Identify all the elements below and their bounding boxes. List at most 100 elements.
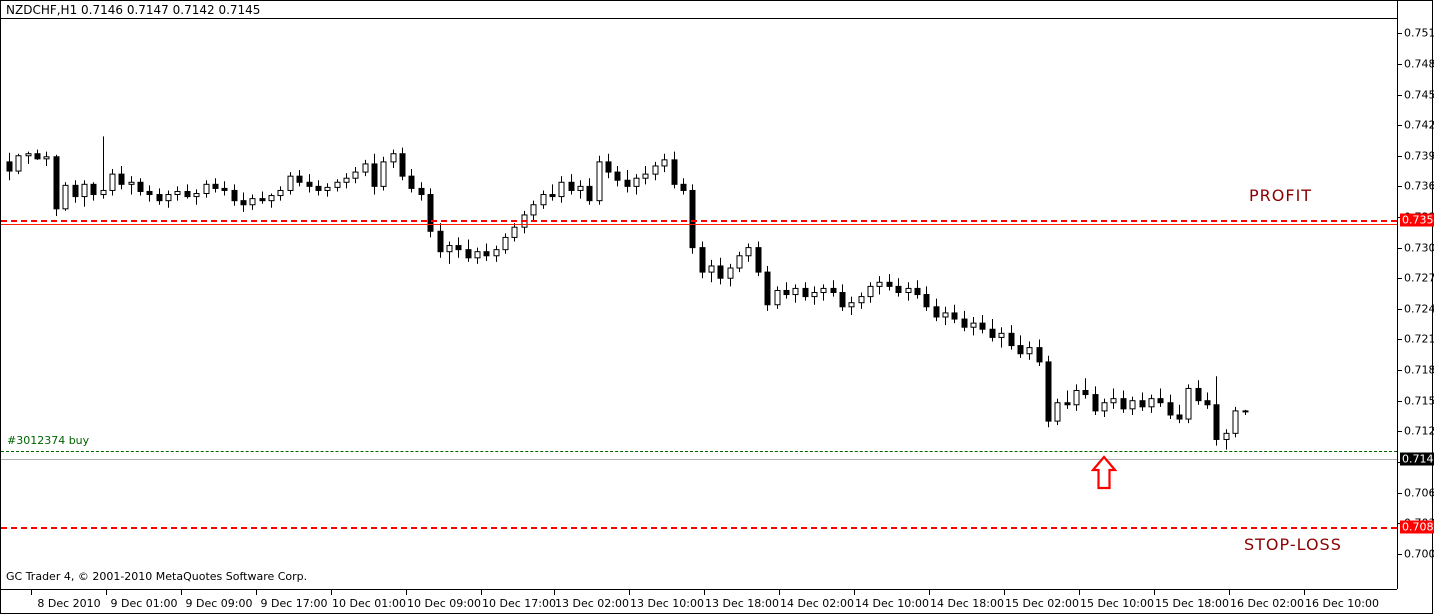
price-plot-area[interactable]: #3012374 buy PROFIT STOP-LOSS <box>1 19 1397 565</box>
candle-body-bearish <box>717 265 724 279</box>
time-tick <box>1229 590 1230 595</box>
candle-body-bullish <box>203 183 210 195</box>
level-line-order-entry[interactable] <box>1 451 1397 452</box>
time-tick-label: 16 Dec 02:00 <box>1230 597 1304 610</box>
candle-body-bearish <box>549 194 556 198</box>
candle-body-bullish <box>642 173 649 179</box>
price-tick-label: 0.7125 <box>1404 424 1434 438</box>
time-tick-label: 10 Dec 09:00 <box>407 597 481 610</box>
candle-body-bearish <box>568 181 575 191</box>
time-tick-label: 14 Dec 10:00 <box>855 597 929 610</box>
candle-body-bearish <box>671 159 678 185</box>
candle-body-bullish <box>1223 432 1230 440</box>
candle-body-bearish <box>783 289 790 296</box>
time-tick-label: 14 Dec 18:00 <box>930 597 1004 610</box>
candle-body-bearish <box>418 187 425 196</box>
candle-body-bullish <box>352 171 359 179</box>
copyright-notice: GC Trader 4, © 2001-2010 MetaQuotes Soft… <box>6 570 308 583</box>
candle-body-bearish <box>830 287 837 294</box>
price-tick-label: 0.7155 <box>1404 394 1434 408</box>
price-tick <box>1398 492 1402 494</box>
level-line-last-price[interactable] <box>1 459 1397 460</box>
candle-body-bullish <box>15 155 22 172</box>
candle-body-bullish <box>1129 400 1136 410</box>
candle-body-bearish <box>296 175 303 183</box>
time-tick-label: 13 Dec 18:00 <box>705 597 779 610</box>
candle-body-bullish <box>811 292 818 298</box>
price-tick-label: 0.7215 <box>1404 332 1434 346</box>
candle-body-bearish <box>1008 332 1015 347</box>
candle-body-bullish <box>249 198 256 206</box>
price-tick <box>1398 308 1402 310</box>
candle-body-bullish <box>493 249 500 257</box>
price-tick-label: 0.7275 <box>1404 271 1434 285</box>
candle-body-bullish <box>774 289 781 306</box>
candle-body-bearish <box>1204 400 1211 406</box>
price-scale-axis[interactable]: 0.7515 0.7485 0.7455 0.7425 0.7395 0.7365 0.73… <box>1397 1 1434 589</box>
time-tick-label: 13 Dec 10:00 <box>630 597 704 610</box>
candle-body-bullish <box>1054 402 1061 422</box>
price-tick-label: 0.7365 <box>1404 179 1434 193</box>
candle-body-bullish <box>502 236 509 251</box>
candle-body-bearish <box>680 183 687 191</box>
time-tick <box>554 590 555 595</box>
price-tick-label: 0.7005 <box>1404 547 1434 561</box>
symbol-ohlc-header: NZDCHF,H1 0.7146 0.7147 0.7142 0.7145 <box>6 3 261 17</box>
price-tick <box>1398 63 1402 65</box>
order-ticket-label[interactable]: #3012374 buy <box>7 434 90 447</box>
candle-body-bearish <box>1017 345 1024 355</box>
candle-body-bullish <box>792 287 799 296</box>
candle-body-bullish <box>334 181 341 188</box>
level-line-stop-loss[interactable] <box>1 527 1397 529</box>
level-line-take-profit[interactable] <box>1 220 1397 222</box>
candle-body-bearish <box>895 285 902 294</box>
candle-body-bullish <box>876 281 883 287</box>
time-tick <box>181 590 182 595</box>
time-scale-axis[interactable]: 8 Dec 2010 9 Dec 01:00 9 Dec 09:00 9 Dec 17… <box>1 589 1397 614</box>
candle-body-bullish <box>287 175 294 191</box>
price-tick <box>1398 431 1402 433</box>
candle-body-bullish <box>380 161 387 187</box>
candle-body-bearish <box>699 247 706 273</box>
candle-body-bearish <box>371 163 378 187</box>
candle-body-bearish <box>1195 387 1202 402</box>
candle-body-bearish <box>689 189 696 249</box>
candle-body-bearish <box>1082 389 1089 396</box>
price-tick <box>1398 278 1402 280</box>
candle-body-bearish <box>221 187 228 191</box>
candle-body-bearish <box>6 161 13 172</box>
candle-body-bullish <box>540 194 547 206</box>
candle-body-bearish <box>72 184 79 198</box>
level-line-take-profit-solid[interactable] <box>1 224 1397 225</box>
time-tick <box>1004 590 1005 595</box>
candle-body-bearish <box>118 173 125 185</box>
candle-body-bearish <box>184 190 191 198</box>
price-tick <box>1398 94 1402 96</box>
price-tick <box>1398 125 1402 127</box>
candle-body-bearish <box>1157 398 1164 404</box>
price-tick-label: 0.7395 <box>1404 149 1434 163</box>
price-badge-take-profit: 0.7359 <box>1400 213 1434 227</box>
candle-body-bearish <box>605 161 612 173</box>
candle-body-bullish <box>25 153 32 157</box>
candle-body-bullish <box>81 183 88 198</box>
price-badge-last-price: 0.7145 <box>1400 452 1434 466</box>
price-badge-stop-loss: 0.7080 <box>1400 520 1434 534</box>
candle-body-bullish <box>736 255 743 269</box>
candle-body-bullish <box>390 153 397 163</box>
price-tick <box>1398 553 1402 555</box>
candle-body-bearish <box>1242 410 1249 413</box>
candle-body-bullish <box>362 163 369 173</box>
time-tick <box>256 590 257 595</box>
candle-body-bearish <box>315 185 322 191</box>
candle-body-bearish <box>240 200 247 206</box>
candle-body-bearish <box>231 189 238 202</box>
candle-body-bullish <box>268 195 275 202</box>
candle-body-bullish <box>998 332 1005 338</box>
candle-body-bearish <box>483 251 490 257</box>
candle-body-bullish <box>661 159 668 167</box>
candle-body-bullish <box>577 185 584 191</box>
time-tick-label: 9 Dec 17:00 <box>260 597 328 610</box>
candle-body-bearish <box>979 322 986 330</box>
candle-body-bearish <box>156 194 163 202</box>
